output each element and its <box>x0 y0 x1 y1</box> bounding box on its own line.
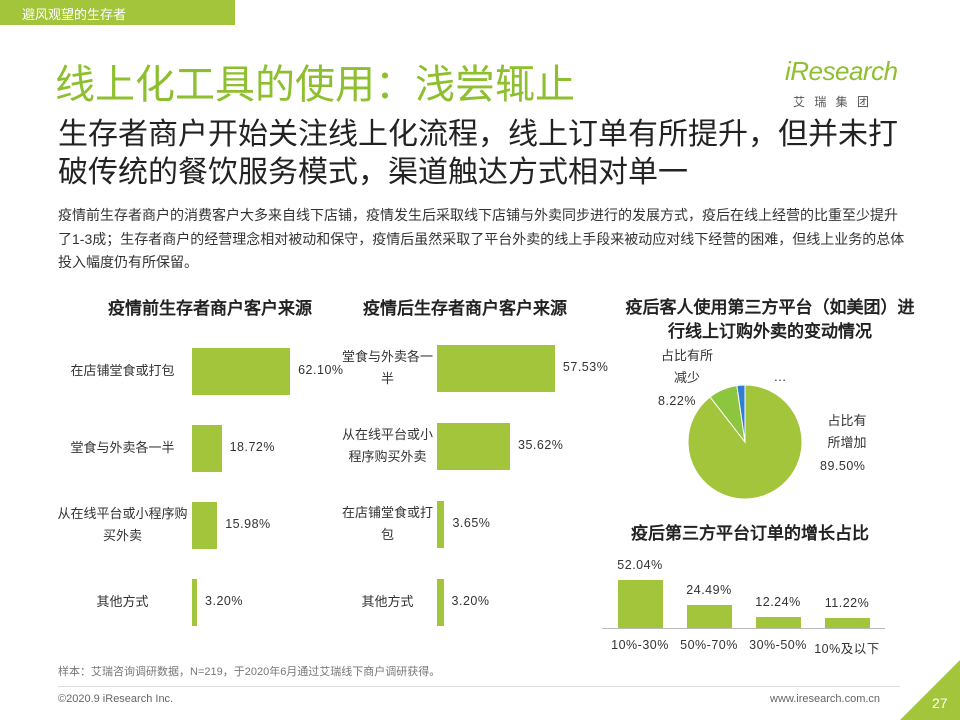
value-label: 15.98% <box>225 517 271 531</box>
chart-title: 疫后第三方平台订单的增长占比 <box>631 524 869 543</box>
axis-line <box>602 628 885 629</box>
value-label: 12.24% <box>755 594 801 609</box>
bar <box>437 578 444 626</box>
category-label: 50%-70% <box>680 638 738 652</box>
category-label: 堂食与外卖各一半 <box>341 349 433 386</box>
category-label: 堂食与外卖各一半 <box>70 440 175 455</box>
note: 样本：艾瑞咨询调研数据，N=219，于2020年6月通过艾瑞线下商户调研获得。 <box>58 666 441 678</box>
footer-rule <box>58 686 900 687</box>
category-label: 其他方式 <box>96 594 149 609</box>
category-label: 从在线平台或小程序购买外卖 <box>341 427 433 464</box>
pie-slice <box>736 384 746 443</box>
value-label: 24.49% <box>686 583 732 598</box>
chart-title: 疫后客人使用第三方平台（如美团）进行线上订购外卖的变动情况 <box>625 298 915 341</box>
subtitle: 生存者商户开始关注线上化流程，线上订单有所提升，但并未打破传统的餐饮服务模式，渠… <box>58 118 898 189</box>
corner <box>900 660 960 720</box>
chart-title: 疫情前生存者商户客户来源 <box>108 299 312 318</box>
bar <box>617 579 663 628</box>
category-label: 10%-30% <box>611 638 669 652</box>
category-label: 在店铺堂食或打包 <box>341 505 433 542</box>
logo-sub: 艾 瑞 集 团 <box>793 95 873 109</box>
bar <box>824 617 870 628</box>
bar <box>192 501 218 549</box>
bar <box>192 424 222 472</box>
pie-label: 占比有所增加 <box>827 413 867 450</box>
value-label: 57.53% <box>562 360 609 374</box>
value-label: 52.04% <box>617 557 663 572</box>
pie-value: 8.22% <box>658 394 696 408</box>
category-label: 其他方式 <box>361 594 414 609</box>
pie-value: 89.50% <box>820 459 866 473</box>
value-label: 35.62% <box>518 438 564 452</box>
body-text: 疫情前生存者商户的消费客户大多来自线下店铺，疫情发生后采取线下店铺与外卖同步进行… <box>58 207 905 270</box>
chart-title: 疫情后生存者商户客户来源 <box>363 299 567 318</box>
value-label: 3.20% <box>205 594 243 608</box>
bar <box>437 500 445 548</box>
pie-label: … <box>773 369 787 384</box>
copyright: ©2020.9 iResearch Inc. <box>58 693 174 705</box>
bar <box>192 347 291 395</box>
value-label: 11.22% <box>824 595 870 610</box>
bar <box>437 344 555 392</box>
pie-label: 占比有所减少 <box>660 348 713 385</box>
value-label: 3.65% <box>452 516 491 530</box>
value-label: 62.10% <box>298 363 344 377</box>
title: 线上化工具的使用：浅尝辄止 <box>55 63 575 107</box>
header-tag: 避风观望的生存者 <box>22 7 127 22</box>
logo: iResearch <box>785 56 898 86</box>
category-label: 从在线平台或小程序购买外卖 <box>57 506 188 543</box>
bar <box>437 422 511 470</box>
category-label: 10%及以下 <box>814 642 880 656</box>
url: www.iresearch.com.cn <box>770 693 881 705</box>
category-label: 30%-50% <box>749 638 807 652</box>
header-tag-bg <box>0 0 235 25</box>
bar <box>192 578 198 626</box>
value-label: 3.20% <box>451 594 490 608</box>
bar <box>686 605 732 628</box>
page-number: 27 <box>932 695 948 711</box>
value-label: 18.72% <box>229 440 275 454</box>
category-label: 在店铺堂食或打包 <box>70 363 175 378</box>
bar <box>755 616 801 628</box>
